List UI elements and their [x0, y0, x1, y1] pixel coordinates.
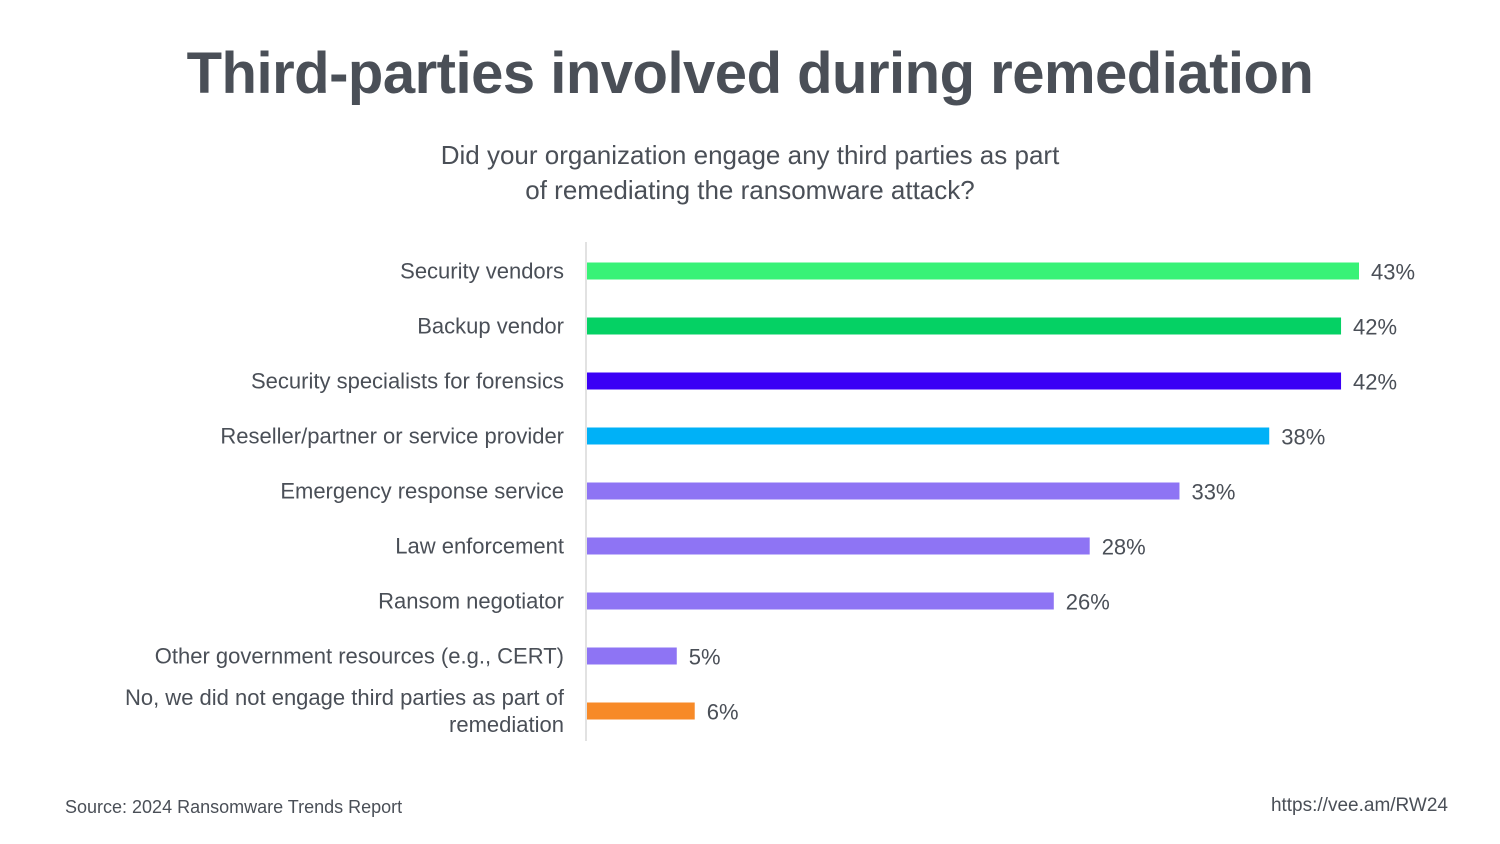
bar	[587, 592, 1054, 610]
bar-chart: Security vendors 43% Backup vendor 42% Secur…	[125, 242, 1415, 741]
value-label: 28%	[1102, 535, 1146, 560]
chart-subtitle: Did your organization engage any third p…	[300, 138, 1200, 208]
subtitle-line-1: Did your organization engage any third p…	[440, 140, 1060, 170]
category-label: Law enforcement	[395, 534, 564, 559]
bar	[587, 317, 1342, 335]
category-label: Other government resources (e.g., CERT)	[155, 644, 564, 669]
value-label: 43%	[1371, 260, 1415, 285]
value-label: 33%	[1191, 480, 1235, 505]
value-label: 42%	[1353, 315, 1397, 340]
bar	[587, 702, 695, 720]
value-label: 6%	[707, 700, 739, 725]
value-label: 5%	[689, 645, 721, 670]
category-label: Emergency response service	[280, 479, 564, 504]
source-note: Source: 2024 Ransomware Trends Report	[65, 797, 403, 817]
bar	[587, 262, 1359, 280]
bar	[587, 537, 1090, 555]
bar	[587, 647, 677, 665]
bar	[587, 482, 1180, 500]
bar	[587, 427, 1270, 445]
value-label: 42%	[1353, 370, 1397, 395]
chart-title: Third-parties involved during remediatio…	[186, 41, 1314, 106]
category-label: Reseller/partner or service provider	[220, 424, 564, 449]
source-link[interactable]: https://vee.am/RW24	[1270, 795, 1448, 816]
value-label: 38%	[1281, 425, 1325, 450]
category-label: Backup vendor	[417, 314, 564, 339]
category-label: remediation	[449, 712, 564, 737]
bar	[587, 372, 1342, 390]
category-label: Security specialists for forensics	[251, 369, 564, 394]
subtitle-line-2: of remediating the ransomware attack?	[525, 175, 975, 205]
value-label: 26%	[1066, 590, 1110, 615]
category-label: No, we did not engage third parties as p…	[125, 685, 565, 710]
category-label: Ransom negotiator	[378, 589, 564, 614]
category-label: Security vendors	[400, 259, 564, 284]
